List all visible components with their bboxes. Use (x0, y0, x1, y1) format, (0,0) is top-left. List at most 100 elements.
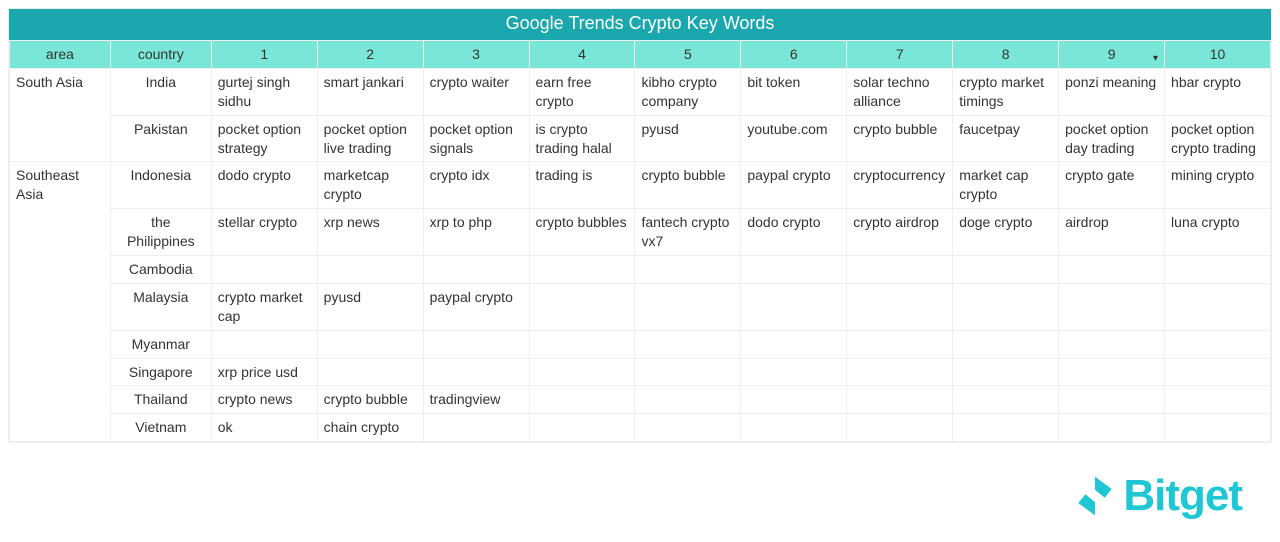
keyword-cell-3: tradingview (423, 386, 529, 414)
keyword-cell-7: cryptocurrency (847, 162, 953, 209)
table-row: Malaysiacrypto market cappyusdpaypal cry… (10, 283, 1271, 330)
keyword-cell-8: doge crypto (953, 209, 1059, 256)
keyword-cell-3 (423, 414, 529, 442)
keyword-cell-10 (1165, 256, 1271, 284)
col-header-rank-7[interactable]: 7 (847, 41, 953, 69)
keyword-cell-1 (211, 330, 317, 358)
keyword-cell-6 (741, 386, 847, 414)
bitget-logo-icon (1073, 474, 1117, 518)
keyword-cell-1 (211, 256, 317, 284)
keyword-cell-8: market cap crypto (953, 162, 1059, 209)
keyword-cell-10: pocket option crypto trading (1165, 115, 1271, 162)
keyword-cell-6 (741, 283, 847, 330)
table-row: Vietnamokchain crypto (10, 414, 1271, 442)
keyword-cell-2: pocket option live trading (317, 115, 423, 162)
col-header-rank-5[interactable]: 5 (635, 41, 741, 69)
keyword-cell-6 (741, 414, 847, 442)
keyword-cell-3: xrp to php (423, 209, 529, 256)
keyword-cell-10 (1165, 386, 1271, 414)
keyword-cell-6: paypal crypto (741, 162, 847, 209)
table-row: the Philippinesstellar cryptoxrp newsxrp… (10, 209, 1271, 256)
keyword-cell-5: fantech crypto vx7 (635, 209, 741, 256)
keyword-cell-5 (635, 330, 741, 358)
keyword-cell-4: trading is (529, 162, 635, 209)
keyword-cell-9: airdrop (1059, 209, 1165, 256)
keyword-cell-2 (317, 330, 423, 358)
keyword-cell-9 (1059, 330, 1165, 358)
keyword-cell-9: ponzi meaning (1059, 68, 1165, 115)
keyword-cell-4: is crypto trading halal (529, 115, 635, 162)
keyword-cell-1: xrp price usd (211, 358, 317, 386)
keyword-cell-9: crypto gate (1059, 162, 1165, 209)
keyword-cell-8 (953, 330, 1059, 358)
col-header-rank-9[interactable]: 9▾ (1059, 41, 1165, 69)
keyword-cell-10: luna crypto (1165, 209, 1271, 256)
area-cell: Southeast Asia (10, 162, 111, 442)
col-header-rank-6[interactable]: 6 (741, 41, 847, 69)
keyword-cell-3: paypal crypto (423, 283, 529, 330)
keyword-cell-7 (847, 386, 953, 414)
country-cell: Singapore (110, 358, 211, 386)
bitget-logo: Bitget (1073, 471, 1242, 521)
keyword-cell-8 (953, 256, 1059, 284)
logo-area: Bitget (8, 443, 1272, 529)
keyword-cell-5: kibho crypto company (635, 68, 741, 115)
keyword-cell-4 (529, 386, 635, 414)
col-header-rank-2[interactable]: 2 (317, 41, 423, 69)
table-row: Cambodia (10, 256, 1271, 284)
country-cell: India (110, 68, 211, 115)
keyword-cell-2: marketcap crypto (317, 162, 423, 209)
keyword-cell-7 (847, 283, 953, 330)
keyword-cell-5 (635, 256, 741, 284)
keyword-cell-7: crypto airdrop (847, 209, 953, 256)
keyword-cell-1: crypto news (211, 386, 317, 414)
keyword-cell-2: chain crypto (317, 414, 423, 442)
col-header-country[interactable]: country (110, 41, 211, 69)
col-header-rank-4[interactable]: 4 (529, 41, 635, 69)
keyword-cell-2: crypto bubble (317, 386, 423, 414)
keyword-cell-4 (529, 358, 635, 386)
keyword-cell-10 (1165, 330, 1271, 358)
trends-panel: Google Trends Crypto Key Words areacount… (8, 8, 1272, 443)
keyword-cell-6: youtube.com (741, 115, 847, 162)
country-cell: Malaysia (110, 283, 211, 330)
country-cell: Thailand (110, 386, 211, 414)
trends-table: areacountry123456789▾10 South AsiaIndiag… (9, 40, 1271, 442)
keyword-cell-9 (1059, 256, 1165, 284)
keyword-cell-1: dodo crypto (211, 162, 317, 209)
keyword-cell-10: mining crypto (1165, 162, 1271, 209)
keyword-cell-2: pyusd (317, 283, 423, 330)
panel-title: Google Trends Crypto Key Words (9, 9, 1271, 40)
col-header-rank-10[interactable]: 10 (1165, 41, 1271, 69)
table-row: Myanmar (10, 330, 1271, 358)
country-cell: Pakistan (110, 115, 211, 162)
col-header-rank-3[interactable]: 3 (423, 41, 529, 69)
keyword-cell-3: crypto waiter (423, 68, 529, 115)
keyword-cell-4 (529, 414, 635, 442)
keyword-cell-8 (953, 414, 1059, 442)
country-cell: the Philippines (110, 209, 211, 256)
keyword-cell-5 (635, 283, 741, 330)
table-row: Southeast AsiaIndonesiadodo cryptomarket… (10, 162, 1271, 209)
keyword-cell-8 (953, 386, 1059, 414)
keyword-cell-3: pocket option signals (423, 115, 529, 162)
keyword-cell-8 (953, 283, 1059, 330)
col-header-rank-1[interactable]: 1 (211, 41, 317, 69)
table-header-row: areacountry123456789▾10 (10, 41, 1271, 69)
col-header-rank-8[interactable]: 8 (953, 41, 1059, 69)
area-cell: South Asia (10, 68, 111, 162)
keyword-cell-8: faucetpay (953, 115, 1059, 162)
keyword-cell-9: pocket option day trading (1059, 115, 1165, 162)
keyword-cell-5: crypto bubble (635, 162, 741, 209)
keyword-cell-3: crypto idx (423, 162, 529, 209)
keyword-cell-2: smart jankari (317, 68, 423, 115)
keyword-cell-2 (317, 358, 423, 386)
keyword-cell-5: pyusd (635, 115, 741, 162)
keyword-cell-6: bit token (741, 68, 847, 115)
table-row: Singaporexrp price usd (10, 358, 1271, 386)
col-header-area[interactable]: area (10, 41, 111, 69)
keyword-cell-6 (741, 358, 847, 386)
keyword-cell-3 (423, 330, 529, 358)
keyword-cell-4 (529, 330, 635, 358)
keyword-cell-1: stellar crypto (211, 209, 317, 256)
